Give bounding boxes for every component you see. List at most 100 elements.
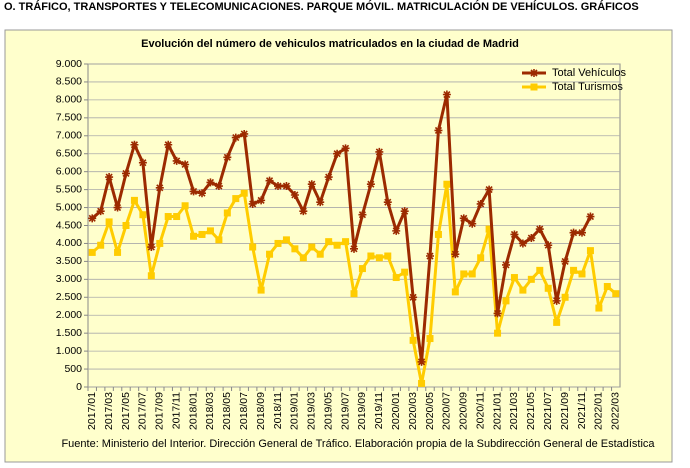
x-tick-label: 2017/11 <box>170 392 182 429</box>
marker <box>181 202 189 210</box>
marker <box>88 248 96 256</box>
series-line <box>91 93 592 364</box>
marker <box>350 244 358 253</box>
marker <box>282 236 290 244</box>
marker <box>586 247 594 255</box>
marker <box>510 230 519 239</box>
marker <box>147 243 156 252</box>
marker <box>257 196 266 205</box>
x-tick-label: 2020/05 <box>424 392 436 430</box>
marker <box>198 230 206 238</box>
x-tick-label: 2021/01 <box>491 392 503 430</box>
marker <box>324 173 333 182</box>
marker <box>342 238 350 246</box>
marker <box>358 210 367 219</box>
marker <box>544 284 552 292</box>
marker <box>274 182 282 191</box>
y-tick-label: 4.000 <box>56 237 82 249</box>
marker <box>527 234 536 243</box>
marker <box>451 250 460 259</box>
x-tick-label: 2021/11 <box>576 392 588 429</box>
marker <box>561 257 570 266</box>
marker <box>333 241 341 249</box>
marker <box>223 209 231 217</box>
marker <box>155 183 164 192</box>
x-tick-label: 2020/09 <box>458 392 470 430</box>
marker <box>122 222 130 229</box>
x-tick-label: 2021/05 <box>525 392 537 430</box>
marker <box>257 286 265 294</box>
marker <box>240 129 249 138</box>
marker <box>451 288 459 296</box>
marker <box>460 270 468 278</box>
marker <box>552 296 561 305</box>
marker <box>392 274 400 282</box>
marker <box>443 180 451 188</box>
y-tick-label: 2.500 <box>56 291 82 303</box>
marker <box>530 69 538 77</box>
legend-label: Total Vehículos <box>552 67 626 79</box>
marker <box>578 270 586 278</box>
marker <box>434 230 442 238</box>
marker <box>384 252 392 260</box>
x-tick-label: 2017/09 <box>154 392 166 430</box>
marker <box>173 213 181 221</box>
marker <box>147 272 155 280</box>
marker <box>401 268 409 276</box>
marker <box>164 213 172 221</box>
marker <box>366 180 375 189</box>
marker <box>510 274 518 282</box>
marker <box>434 126 443 135</box>
marker <box>409 336 417 344</box>
marker <box>518 239 527 248</box>
y-tick-label: 1.000 <box>56 345 82 357</box>
marker <box>130 196 138 204</box>
marker <box>535 225 544 234</box>
y-tick-label: 9.000 <box>56 58 82 70</box>
y-tick-label: 500 <box>64 363 82 375</box>
y-tick-label: 7.000 <box>56 130 82 142</box>
marker <box>426 335 434 343</box>
marker <box>249 243 257 251</box>
marker <box>485 185 494 194</box>
x-tick-label: 2021/03 <box>508 392 520 430</box>
marker <box>274 239 282 247</box>
y-tick-label: 1.500 <box>56 327 82 339</box>
marker <box>316 250 324 258</box>
marker <box>307 180 316 189</box>
marker <box>114 248 122 256</box>
chart-source: Fuente: Ministerio del Interior. Direcci… <box>61 438 655 450</box>
marker <box>418 379 426 387</box>
marker <box>409 293 418 302</box>
marker <box>232 195 240 203</box>
marker <box>375 254 383 262</box>
marker <box>358 265 366 273</box>
marker <box>198 189 206 198</box>
marker <box>494 329 502 337</box>
x-tick-label: 2018/03 <box>204 392 216 430</box>
marker <box>459 214 468 223</box>
marker <box>476 199 485 208</box>
legend-label: Total Turismos <box>552 81 623 93</box>
y-tick-label: 3.500 <box>56 255 82 267</box>
x-tick-label: 2019/07 <box>339 392 351 430</box>
x-tick-label: 2018/11 <box>272 392 284 429</box>
marker <box>477 254 485 262</box>
marker <box>325 238 333 246</box>
marker <box>105 218 113 226</box>
marker <box>341 144 350 153</box>
marker <box>578 228 586 237</box>
marker <box>527 275 535 283</box>
marker <box>105 173 114 182</box>
marker <box>214 182 223 191</box>
x-tick-label: 2017/07 <box>137 392 149 430</box>
x-tick-label: 2017/03 <box>103 392 115 430</box>
marker <box>316 198 325 207</box>
marker <box>400 207 409 216</box>
marker <box>544 241 553 250</box>
x-tick-label: 2020/01 <box>390 392 402 430</box>
marker <box>350 290 358 298</box>
marker <box>181 160 190 169</box>
marker <box>130 140 139 149</box>
marker <box>468 219 477 228</box>
